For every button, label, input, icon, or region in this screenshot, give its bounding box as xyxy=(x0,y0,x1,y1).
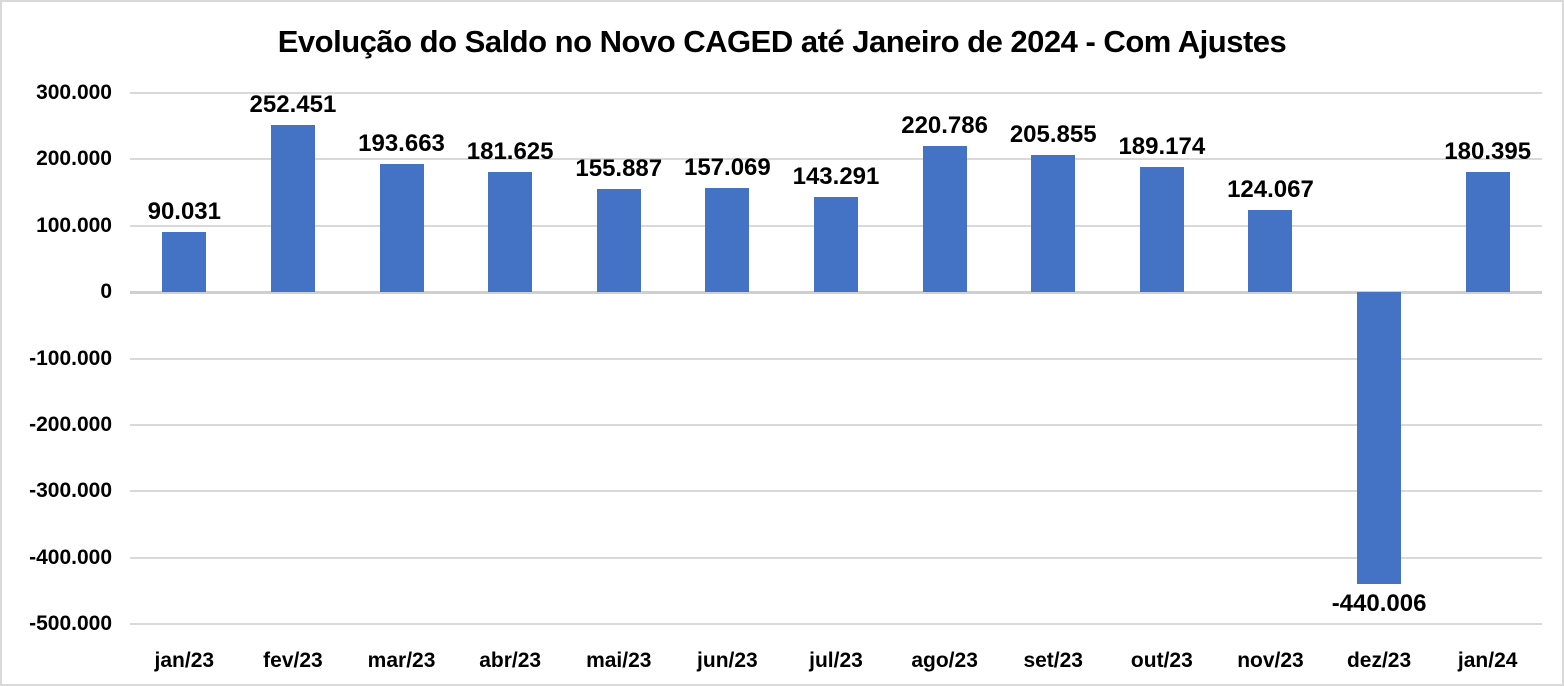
y-axis-tick-label: 0 xyxy=(100,280,112,304)
x-axis-category-label: abr/23 xyxy=(479,649,542,672)
x-axis-category-label: set/23 xyxy=(1023,649,1083,672)
x-axis-category-label: mar/23 xyxy=(367,649,436,672)
x-axis-category-label: mai/23 xyxy=(586,649,652,672)
bar-jul/23 xyxy=(814,197,858,293)
bar-fev/23 xyxy=(270,124,315,293)
x-axis-category-label: jul/23 xyxy=(809,649,863,672)
gridline xyxy=(130,92,1542,94)
y-axis-tick-label: -100.000 xyxy=(29,346,112,370)
x-axis-category-label: nov/23 xyxy=(1237,649,1304,672)
x-axis-category-label: jun/23 xyxy=(697,649,758,672)
bar-value-label: 181.625 xyxy=(466,137,554,165)
bar-value-label: 205.855 xyxy=(1009,121,1097,149)
bar-mai/23 xyxy=(596,188,641,293)
bar-nov/23 xyxy=(1248,209,1293,293)
gridline xyxy=(130,158,1542,161)
y-axis-tick-label: -300.000 xyxy=(29,479,112,503)
y-axis-tick-label: -400.000 xyxy=(29,545,112,569)
x-axis-category-label: ago/23 xyxy=(911,649,978,672)
bar-value-label: -440.006 xyxy=(1331,590,1427,618)
bar-jan/23 xyxy=(162,232,207,293)
bar-abr/23 xyxy=(488,171,533,293)
bar-value-label: 220.786 xyxy=(901,111,988,139)
bar-value-label: 155.887 xyxy=(575,154,663,182)
bar-value-label: 157.069 xyxy=(683,153,771,181)
bar-value-label: 90.031 xyxy=(147,198,221,226)
bar-mar/23 xyxy=(379,163,424,293)
bar-value-label: 124.067 xyxy=(1227,175,1314,203)
gridline xyxy=(130,357,1542,360)
gridline xyxy=(130,423,1542,426)
chart-title: Evolução do Saldo no Novo CAGED até Jane… xyxy=(277,24,1287,59)
bar-dez/23 xyxy=(1357,292,1402,585)
category-axis-line xyxy=(130,291,1542,295)
y-axis-tick-label: -200.000 xyxy=(29,412,112,436)
gridline xyxy=(130,623,1542,625)
bar-value-label: 193.663 xyxy=(358,129,445,157)
bar-out/23 xyxy=(1139,166,1184,293)
bar-value-label: 252.451 xyxy=(249,90,337,118)
bar-jan/24 xyxy=(1465,172,1510,293)
x-axis-category-label: dez/23 xyxy=(1346,649,1412,672)
bar-set/23 xyxy=(1031,155,1076,293)
bar-jun/23 xyxy=(705,187,750,293)
bar-value-label: 189.174 xyxy=(1118,132,1206,160)
bar-value-label: 143.291 xyxy=(792,163,880,190)
x-axis-category-label: fev/23 xyxy=(263,649,323,672)
y-axis-tick-label: 100.000 xyxy=(36,213,112,237)
x-axis-category-label: jan/24 xyxy=(1457,649,1518,672)
y-axis-tick-label: 300.000 xyxy=(36,81,112,104)
y-axis-tick-label: -500.000 xyxy=(29,612,112,635)
x-axis-category-label: jan/23 xyxy=(154,649,215,672)
x-axis-category-label: out/23 xyxy=(1130,649,1193,672)
gridline xyxy=(130,490,1542,493)
bar-value-label: 180.395 xyxy=(1444,138,1532,166)
bar-ago/23 xyxy=(922,145,967,293)
gridline xyxy=(130,556,1542,559)
y-axis-tick-label: 200.000 xyxy=(36,147,112,171)
